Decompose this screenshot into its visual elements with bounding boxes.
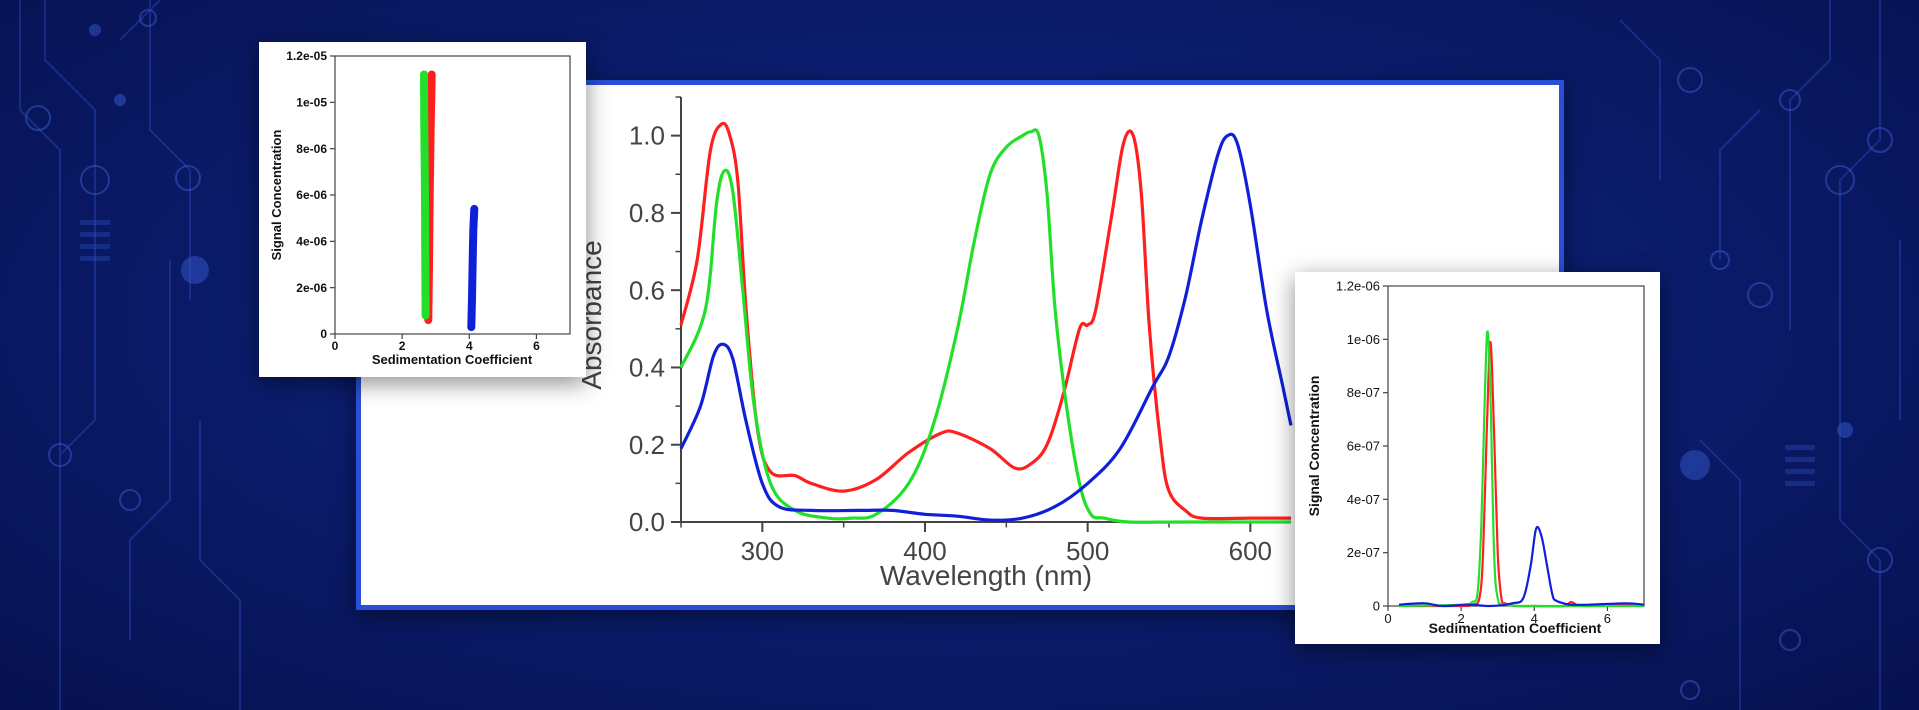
y-axis-label: Signal Concentration [269,130,284,261]
plot-frame [1387,285,1645,607]
sedimentation-distribution-chart: 0 2 4 6 0 2e-07 4e-07 6e-07 8e-07 1e-06 1.2e-06 S… [1306,279,1645,636]
green-series-line [679,128,1291,524]
blue-series-points [467,204,479,332]
red-series-line [1398,340,1645,608]
x-tick-label: 6 [533,339,540,353]
x-tick-label: 4 [1531,611,1538,626]
y-tick-label: 1e-05 [296,96,327,110]
x-tick-label: 400 [903,536,946,566]
y-tick-label: 2e-07 [1347,545,1380,560]
sedimentation-scatter-panel: 0 2 4 6 0 2e-06 4e-06 6e-06 8e-06 1e-05 1.2e-05 S… [259,42,586,377]
y-tick-label: 6e-06 [296,188,327,202]
y-tick-label: 0.0 [629,507,665,537]
y-tick-label: 1e-06 [1347,332,1380,347]
sedimentation-scatter-chart: 0 2 4 6 0 2e-06 4e-06 6e-06 8e-06 1e-05 1.2e-05 S… [269,49,571,367]
x-tick-label: 2 [1458,611,1465,626]
y-tick-label: 1.2e-06 [1336,279,1380,294]
y-tick-label: 8e-07 [1347,385,1380,400]
x-tick-label: 600 [1229,536,1272,566]
x-tick-label: 4 [466,339,473,353]
y-tick-label: 0.2 [629,430,665,460]
plot-frame [334,55,571,335]
y-tick-label: 6e-07 [1347,439,1380,454]
y-tick-label: 4e-06 [296,235,327,249]
x-tick-label: 6 [1604,611,1611,626]
x-tick-label: 0 [1384,611,1391,626]
y-axis-label: Signal Concentration [1306,376,1322,517]
absorbance-chart: 300 400 500 600 0.0 0.2 0.4 0.6 0.8 1.0 Waveleng… [576,96,1293,591]
red-series-line [679,121,1291,521]
x-axis-label: Sedimentation Coefficient [1429,620,1602,636]
y-tick-label: 0.8 [629,198,665,228]
y-tick-label: 0 [1373,599,1380,614]
green-series-points [420,70,430,320]
y-tick-label: 0 [320,327,327,341]
y-tick-label: 4e-07 [1347,492,1380,507]
y-tick-label: 8e-06 [296,142,327,156]
green-series-line [1398,330,1645,608]
blue-series-line [1398,525,1645,608]
x-tick-label: 2 [399,339,406,353]
y-tick-label: 0.4 [629,353,665,383]
blue-series-line [679,132,1293,522]
sedimentation-distribution-panel: 0 2 4 6 0 2e-07 4e-07 6e-07 8e-07 1e-06 1.2e-06 S… [1295,272,1660,644]
x-axis-label: Sedimentation Coefficient [372,352,533,367]
y-tick-label: 2e-06 [296,281,327,295]
y-tick-label: 1.2e-05 [286,49,327,63]
y-tick-label: 1.0 [629,121,665,151]
x-tick-label: 300 [741,536,784,566]
x-tick-label: 0 [332,339,339,353]
x-tick-label: 500 [1066,536,1109,566]
y-tick-label: 0.6 [629,275,665,305]
x-axis-label: Wavelength (nm) [880,560,1092,591]
